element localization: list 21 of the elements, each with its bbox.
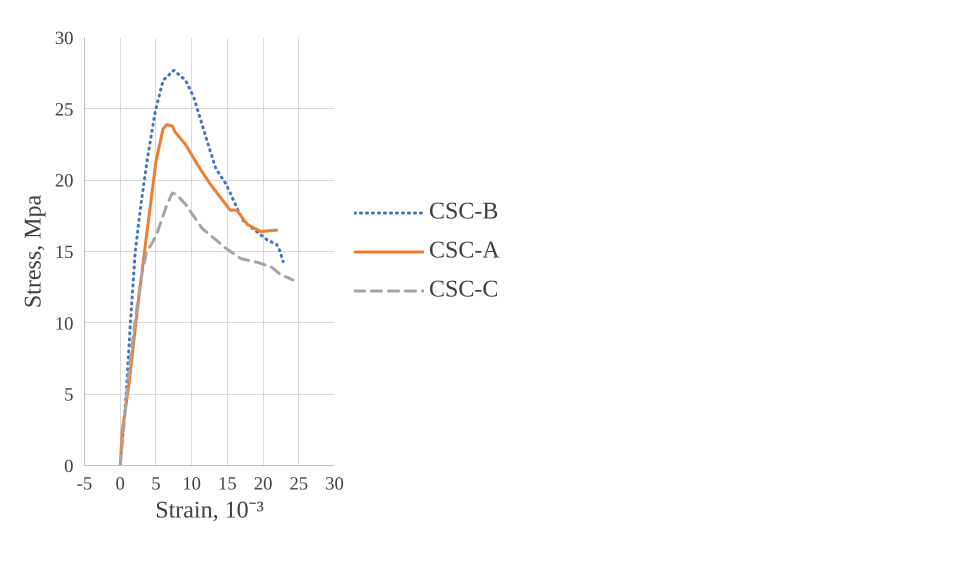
y-tick-label: 30 (54, 28, 74, 49)
legend-label: CSC-A (429, 238, 500, 264)
legend-label: CSC-B (429, 198, 498, 226)
y-tick-label: 20 (54, 170, 74, 192)
x-tick-label: 10 (182, 474, 201, 494)
x-tick-label: 25 (289, 474, 308, 494)
y-tick-label: 10 (54, 313, 74, 334)
x-tick-label: 30 (325, 474, 344, 494)
line-series (118, 192, 295, 466)
x-axis-title: Strain, 10⁻³ (155, 498, 264, 524)
x-tick-label: 0 (116, 474, 125, 494)
y-tick-label: 5 (64, 384, 74, 406)
y-tick-label: 15 (54, 242, 74, 263)
x-tick-label: 5 (151, 474, 161, 494)
x-tick-label: -5 (76, 474, 92, 494)
legend-label: CSC-C (429, 276, 498, 304)
y-axis-title: Stress, Mpa (20, 194, 46, 308)
x-tick-label: 20 (254, 474, 272, 494)
y-tick-label: 0 (64, 456, 74, 477)
y-tick-label: 25 (54, 99, 74, 120)
x-tick-label: 15 (218, 474, 237, 494)
